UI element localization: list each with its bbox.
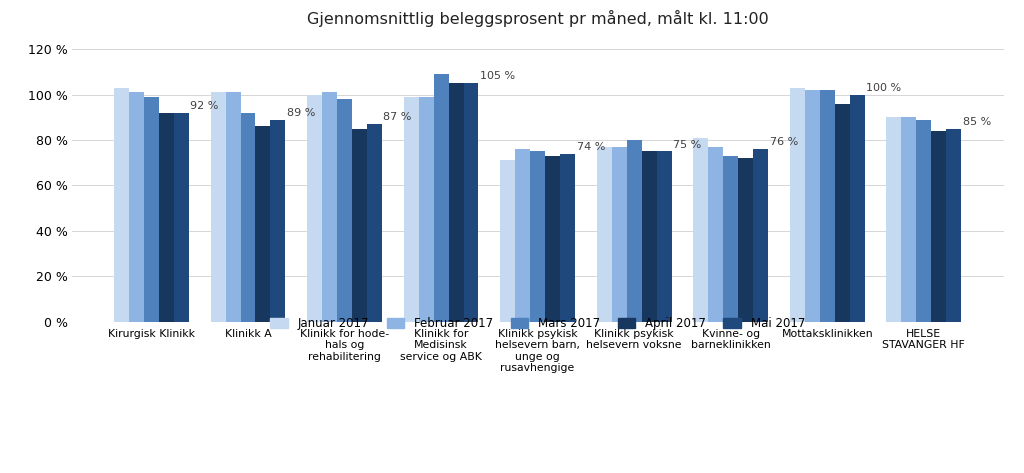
Text: 87 %: 87 % [383, 112, 412, 123]
Bar [642, 151, 656, 322]
Bar [805, 90, 820, 322]
Bar [887, 117, 901, 322]
Bar [144, 97, 159, 322]
Bar [225, 92, 241, 322]
Bar [449, 83, 464, 322]
Bar [323, 92, 337, 322]
Bar [931, 131, 946, 322]
Bar [270, 120, 286, 322]
Bar [709, 147, 723, 322]
Bar [433, 74, 449, 322]
Bar [545, 156, 560, 322]
Bar [916, 120, 931, 322]
Bar [211, 92, 225, 322]
Bar [530, 151, 545, 322]
Bar [464, 83, 478, 322]
Bar [367, 124, 382, 322]
Bar [820, 90, 835, 322]
Bar [403, 97, 419, 322]
Text: 105 %: 105 % [480, 71, 515, 81]
Bar [946, 129, 962, 322]
Bar [611, 147, 627, 322]
Bar [693, 138, 709, 322]
Bar [419, 97, 433, 322]
Legend: Januar 2017, Februar 2017, Mars 2017, April 2017, Mai 2017: Januar 2017, Februar 2017, Mars 2017, Ap… [270, 317, 805, 330]
Bar [790, 88, 805, 322]
Bar [597, 147, 611, 322]
Bar [901, 117, 916, 322]
Text: 92 %: 92 % [190, 101, 219, 111]
Bar [307, 95, 323, 322]
Bar [738, 158, 753, 322]
Bar [850, 95, 864, 322]
Bar [835, 104, 850, 322]
Text: 74 %: 74 % [577, 142, 605, 152]
Bar [352, 129, 367, 322]
Bar [723, 156, 738, 322]
Bar [560, 154, 575, 322]
Text: 76 %: 76 % [770, 137, 798, 147]
Bar [337, 99, 352, 322]
Text: 75 %: 75 % [673, 140, 701, 149]
Text: 100 %: 100 % [866, 83, 901, 93]
Bar [129, 92, 144, 322]
Bar [656, 151, 672, 322]
Bar [114, 88, 129, 322]
Bar [241, 113, 255, 322]
Title: Gjennomsnittlig beleggsprosent pr måned, målt kl. 11:00: Gjennomsnittlig beleggsprosent pr måned,… [307, 10, 768, 27]
Text: 89 %: 89 % [287, 108, 315, 118]
Bar [753, 149, 768, 322]
Bar [159, 113, 174, 322]
Bar [255, 126, 270, 322]
Bar [515, 149, 530, 322]
Bar [500, 160, 515, 322]
Bar [174, 113, 188, 322]
Bar [627, 140, 642, 322]
Text: 85 %: 85 % [963, 117, 991, 127]
